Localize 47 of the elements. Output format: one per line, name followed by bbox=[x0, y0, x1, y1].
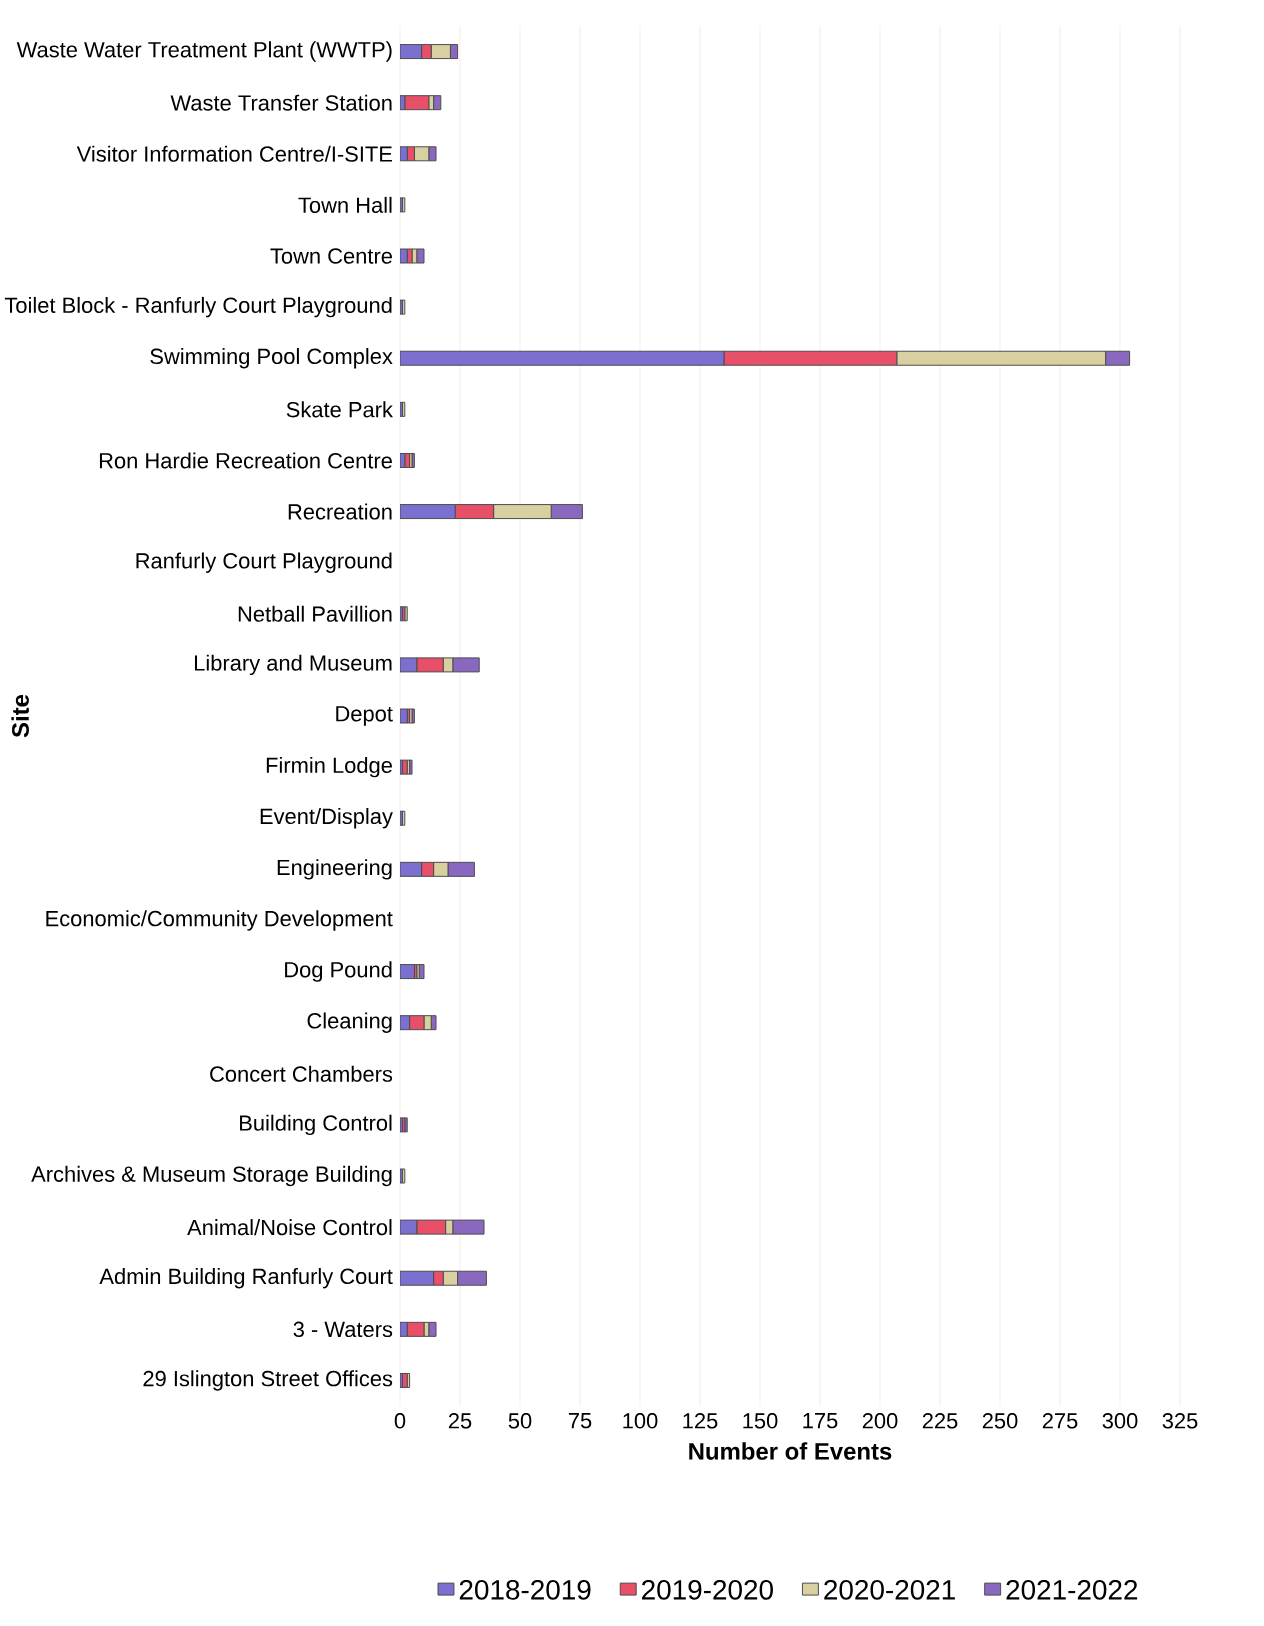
x-tick-label: 150 bbox=[743, 1413, 778, 1429]
y-tick-label: Building Control bbox=[240, 1114, 392, 1136]
x-tick-label: 25 bbox=[448, 1413, 472, 1429]
y-tick-label: 29 Islington Street Offices bbox=[143, 1370, 393, 1391]
y-tick-label: Event/Display bbox=[260, 808, 393, 829]
y-tick-label: Ron Hardie Recreation Centre bbox=[99, 452, 392, 469]
y-tick-label: Engineering bbox=[277, 859, 392, 880]
x-tick-label: 250 bbox=[982, 1413, 1018, 1429]
y-tick-label: Toilet Block - Ranfurly Court Playground bbox=[4, 296, 392, 318]
x-tick-label: 125 bbox=[683, 1413, 718, 1429]
x-tick-label: 200 bbox=[862, 1413, 898, 1429]
x-tick-label: 225 bbox=[922, 1413, 958, 1429]
y-tick-label: Recreation bbox=[288, 503, 392, 520]
y-tick-label: Visitor Information Centre/I-SITE bbox=[76, 145, 392, 162]
y-tick-label: Animal/Noise Control bbox=[187, 1219, 392, 1236]
y-tick-label: Depot bbox=[336, 706, 393, 726]
legend-label: 2021-2022 bbox=[1006, 1579, 1138, 1600]
y-tick-label: Ranfurly Court Playground bbox=[136, 552, 392, 573]
x-tick-label: 75 bbox=[568, 1413, 592, 1429]
y-tick-label: Firmin Lodge bbox=[266, 756, 392, 778]
y-axis-title: Site bbox=[11, 694, 29, 738]
y-tick-label: Archives & Museum Storage Building bbox=[31, 1165, 392, 1187]
y-tick-label: Waste Transfer Station bbox=[170, 94, 392, 111]
y-tick-label: Town Hall bbox=[298, 196, 392, 213]
x-tick-label: 50 bbox=[508, 1413, 532, 1429]
x-tick-label: 100 bbox=[623, 1413, 658, 1429]
y-tick-label: Waste Water Treatment Plant (WWTP) bbox=[16, 41, 392, 62]
legend-label: 2018-2019 bbox=[459, 1579, 591, 1600]
x-tick-label: 0 bbox=[394, 1413, 406, 1429]
y-tick-label: Cleaning bbox=[307, 1012, 392, 1033]
y-tick-label: 3 - Waters bbox=[293, 1321, 393, 1338]
x-axis-title: Number of Events bbox=[689, 1442, 892, 1460]
y-tick-label: Library and Museum bbox=[194, 654, 392, 676]
y-tick-label: Skate Park bbox=[286, 401, 393, 418]
y-tick-label: Admin Building Ranfurly Court bbox=[99, 1268, 393, 1289]
legend-label: 2020-2021 bbox=[824, 1579, 955, 1600]
legend-label: 2019-2020 bbox=[642, 1579, 773, 1600]
y-tick-label: Concert Chambers bbox=[210, 1065, 393, 1082]
x-tick-label: 275 bbox=[1042, 1413, 1078, 1429]
x-tick-label: 300 bbox=[1102, 1413, 1138, 1429]
x-tick-label: 325 bbox=[1162, 1413, 1198, 1429]
x-tick-label: 175 bbox=[803, 1413, 838, 1429]
y-tick-label: Swimming Pool Complex bbox=[150, 348, 393, 369]
y-tick-label: Netball Pavillion bbox=[238, 605, 392, 622]
y-tick-label: Economic/Community Development bbox=[46, 910, 393, 931]
y-tick-label: Town Centre bbox=[270, 248, 392, 264]
y-tick-label: Dog Pound bbox=[285, 961, 392, 982]
